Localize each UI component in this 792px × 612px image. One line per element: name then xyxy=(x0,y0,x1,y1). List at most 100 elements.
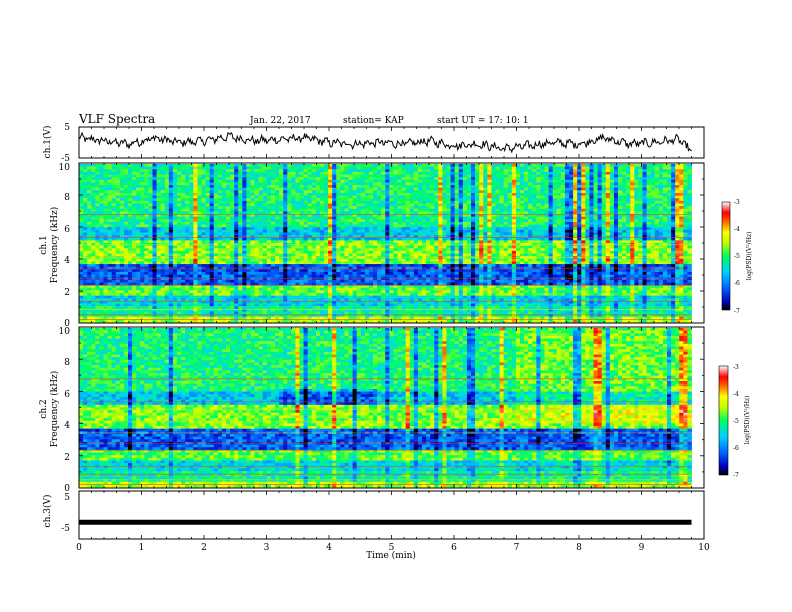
spectrogram-cell xyxy=(156,190,162,194)
spectrogram-cell xyxy=(471,171,476,175)
spectrogram-cell xyxy=(507,200,513,204)
spectrogram-cell xyxy=(328,214,333,218)
spectrogram-cell xyxy=(536,187,541,191)
spectrogram-cell xyxy=(458,198,464,202)
spectrogram-cell xyxy=(560,187,566,191)
spectrogram-cell xyxy=(307,235,313,239)
spectrogram-cell xyxy=(324,245,329,249)
spectrogram-cell xyxy=(564,185,570,189)
spectrogram-cell xyxy=(662,182,668,186)
spectrogram-cell xyxy=(356,237,362,241)
spectrogram-cell xyxy=(344,206,349,210)
spectrogram-cell xyxy=(197,192,202,196)
spectrogram-cell xyxy=(381,208,386,212)
spectrogram-cell xyxy=(156,164,162,168)
spectrogram-cell xyxy=(667,190,672,194)
spectrogram-cell xyxy=(352,224,358,228)
spectrogram-cell xyxy=(650,177,656,181)
spectrogram-cell xyxy=(140,166,145,170)
spectrogram-cell xyxy=(230,177,235,181)
spectrogram-cell xyxy=(87,177,92,181)
spectrogram-cell xyxy=(654,240,660,244)
spectrogram-cell xyxy=(352,227,358,231)
spectrogram-cell xyxy=(201,203,206,207)
spectrogram-cell xyxy=(454,185,460,189)
spectrogram-cell xyxy=(83,192,88,196)
spectrogram-cell xyxy=(507,179,513,183)
spectrogram-cell xyxy=(360,169,366,173)
spectrogram-cell xyxy=(520,224,525,228)
spectrogram-cell xyxy=(430,211,435,215)
spectrogram-cell xyxy=(213,206,219,210)
spectrogram-cell xyxy=(446,166,451,170)
spectrogram-cell xyxy=(356,219,362,223)
spectrogram-cell xyxy=(340,200,345,204)
spectrogram-cell xyxy=(524,240,529,244)
spectrogram-cell xyxy=(217,187,223,191)
spectrogram-cell xyxy=(675,232,680,236)
spectrogram-cell xyxy=(291,169,296,173)
spectrogram-cell xyxy=(217,171,223,175)
spectrogram-cell xyxy=(185,185,190,189)
spectrogram-cell xyxy=(385,164,390,168)
spectrogram-cell xyxy=(515,185,521,189)
spectrogram-cell xyxy=(209,179,215,183)
spectrogram-cell xyxy=(422,240,427,244)
spectrogram-cell xyxy=(454,224,460,228)
spectrogram-cell xyxy=(270,248,276,252)
spectrogram-cell xyxy=(148,248,153,252)
spectrogram-cell xyxy=(205,164,211,168)
spectrogram-cell xyxy=(540,245,545,249)
spectrogram-cell xyxy=(573,195,578,199)
spectrogram-cell xyxy=(303,195,309,199)
ch1-spectrogram-panel: 10 8 6 4 2 0 ch.1 Frequency (kHz) -3 -4 … xyxy=(39,162,753,329)
spectrogram-cell xyxy=(671,245,676,249)
spectrogram-cell xyxy=(499,198,505,202)
spectrogram-cell xyxy=(536,232,541,236)
spectrogram-cell xyxy=(185,179,190,183)
spectrogram-cell xyxy=(597,200,603,204)
spectrogram-cell xyxy=(520,164,525,168)
spectrogram-cell xyxy=(307,221,313,225)
spectrogram-cell xyxy=(132,235,137,239)
spectrogram-cell xyxy=(471,192,476,196)
spectrogram-cell xyxy=(315,214,321,218)
spectrogram-cell xyxy=(132,166,137,170)
spectrogram-cell xyxy=(458,182,464,186)
spectrogram-cell xyxy=(577,190,582,194)
spectrogram-cell xyxy=(209,232,215,236)
spectrogram-cell xyxy=(528,195,533,199)
spectrogram-cell xyxy=(434,211,439,215)
spectrogram-cell xyxy=(609,208,615,212)
spectrogram-cell xyxy=(560,206,566,210)
spectrogram-cell xyxy=(520,240,525,244)
spectrogram-cell xyxy=(344,171,349,175)
spectrogram-cell xyxy=(360,245,366,249)
spectrogram-cell xyxy=(409,166,415,170)
spectrogram-cell xyxy=(687,171,692,175)
spectrogram-cell xyxy=(111,185,117,189)
spectrogram-cell xyxy=(279,206,284,210)
spectrogram-cell xyxy=(303,240,309,244)
spectrogram-cell xyxy=(95,208,100,212)
spectrogram-cell xyxy=(299,185,304,189)
spectrogram-cell xyxy=(417,177,423,181)
spectrogram-cell xyxy=(221,169,227,173)
spectrogram-cell xyxy=(103,200,108,204)
spectrogram-cell xyxy=(275,190,280,194)
spectrogram-cell xyxy=(99,214,104,218)
spectrogram-cell xyxy=(573,174,578,178)
spectrogram-cell xyxy=(446,171,451,175)
spectrogram-cell xyxy=(217,248,223,252)
spectrogram-cell xyxy=(99,211,104,215)
spectrogram-cell xyxy=(393,185,398,189)
spectrogram-cell xyxy=(172,240,178,244)
spectrogram-cell xyxy=(650,206,656,210)
spectrogram-cell xyxy=(262,240,268,244)
spectrogram-cell xyxy=(479,237,484,241)
spectrogram-cell xyxy=(275,232,280,236)
spectrogram-cell xyxy=(658,171,664,175)
spectrogram-cell xyxy=(528,208,533,212)
spectrogram-cell xyxy=(270,195,276,199)
spectrogram-cell xyxy=(385,232,390,236)
